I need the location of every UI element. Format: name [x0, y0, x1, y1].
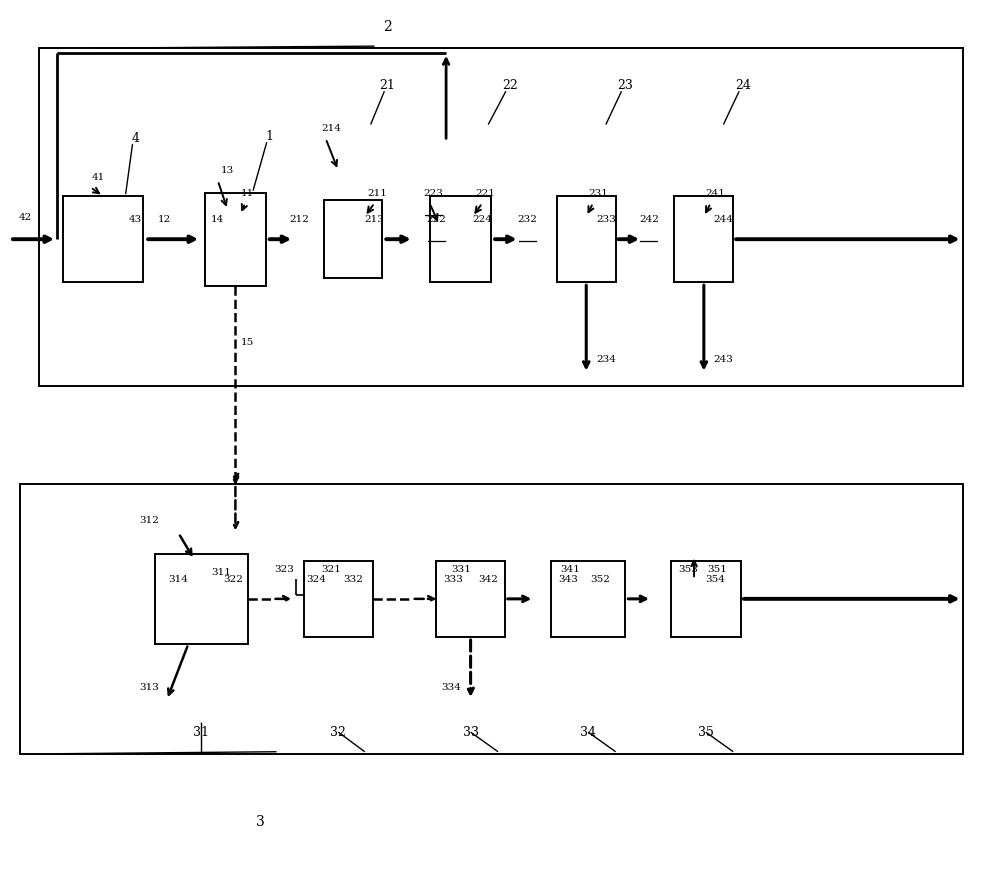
Text: 34: 34	[580, 725, 596, 739]
Text: 35: 35	[698, 725, 714, 739]
Text: 212: 212	[289, 215, 309, 224]
Text: 234: 234	[596, 355, 616, 364]
Text: 43: 43	[129, 215, 142, 224]
Bar	[304, 561, 373, 637]
Text: 313: 313	[139, 683, 159, 692]
Text: 23: 23	[618, 79, 633, 92]
Text: 221: 221	[475, 189, 495, 198]
Text: 12: 12	[158, 215, 171, 224]
Text: 242: 242	[639, 215, 659, 224]
Text: 343: 343	[559, 575, 579, 584]
Text: 223: 223	[423, 189, 443, 198]
Bar	[20, 484, 963, 754]
Bar	[205, 192, 266, 286]
Text: 1: 1	[266, 130, 274, 142]
Text: 14: 14	[211, 215, 224, 224]
Bar	[39, 48, 963, 386]
Text: 244: 244	[714, 215, 733, 224]
Text: 241: 241	[706, 189, 726, 198]
Text: 211: 211	[368, 189, 387, 198]
Text: 312: 312	[139, 516, 159, 525]
Bar	[674, 196, 733, 282]
Text: 15: 15	[241, 337, 254, 346]
Text: 332: 332	[343, 575, 363, 584]
Text: 353: 353	[678, 565, 698, 574]
Text: 11: 11	[241, 189, 254, 198]
Text: 32: 32	[330, 725, 346, 739]
Bar	[324, 200, 382, 279]
Text: 324: 324	[306, 575, 326, 584]
Text: 231: 231	[588, 189, 608, 198]
Text: 42: 42	[19, 213, 32, 222]
Text: 354: 354	[706, 575, 726, 584]
Text: 4: 4	[131, 132, 139, 145]
Text: 321: 321	[322, 565, 341, 574]
Text: 41: 41	[92, 173, 105, 182]
Text: 213: 213	[365, 215, 384, 224]
Text: 33: 33	[463, 725, 479, 739]
Text: 243: 243	[714, 355, 733, 364]
Text: 31: 31	[193, 725, 209, 739]
Text: 322: 322	[224, 575, 243, 584]
Text: 214: 214	[322, 124, 341, 133]
Text: 351: 351	[708, 565, 727, 574]
Text: 24: 24	[735, 79, 751, 92]
Text: 2: 2	[383, 20, 392, 34]
Text: 222: 222	[426, 215, 446, 224]
Text: 3: 3	[256, 815, 264, 829]
Text: 341: 341	[561, 565, 580, 574]
Bar	[430, 196, 491, 282]
Text: 352: 352	[590, 575, 610, 584]
Bar	[155, 554, 248, 644]
Bar	[63, 196, 143, 282]
Text: 333: 333	[443, 575, 463, 584]
Text: 334: 334	[441, 683, 461, 692]
Bar	[557, 196, 616, 282]
Bar	[436, 561, 505, 637]
Text: 323: 323	[274, 565, 294, 574]
Text: 232: 232	[518, 215, 537, 224]
Text: 21: 21	[379, 79, 395, 92]
Text: 13: 13	[221, 166, 234, 175]
Text: 311: 311	[211, 568, 231, 577]
Text: 22: 22	[502, 79, 518, 92]
Text: 233: 233	[596, 215, 616, 224]
Bar	[671, 561, 741, 637]
Text: 331: 331	[451, 565, 471, 574]
Text: 224: 224	[472, 215, 492, 224]
Text: 342: 342	[478, 575, 498, 584]
Text: 314: 314	[169, 575, 188, 584]
Bar	[551, 561, 625, 637]
